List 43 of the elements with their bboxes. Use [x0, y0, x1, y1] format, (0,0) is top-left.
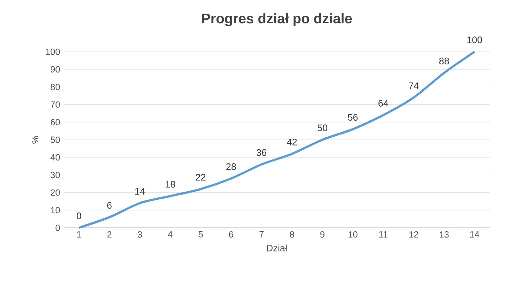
y-tick-label: 80	[50, 84, 60, 90]
y-tick-label: 30	[50, 172, 60, 178]
y-tick-label: 70	[50, 102, 60, 108]
x-tick-label: 13	[440, 232, 449, 238]
x-tick-label: 7	[260, 232, 264, 238]
y-tick-label: 40	[50, 154, 60, 161]
y-tick-label: 20	[50, 190, 60, 196]
y-tick-label: 60	[50, 119, 60, 126]
data-label: 14	[136, 188, 146, 195]
x-tick-label: 1	[77, 232, 82, 238]
x-tick-label: 3	[138, 232, 142, 238]
data-label: 6	[107, 202, 112, 209]
y-tick-label: 0	[56, 224, 60, 232]
x-axis-title: Dział	[267, 244, 288, 252]
x-tick-label: 2	[108, 232, 112, 238]
x-tick-label: 10	[348, 232, 358, 238]
data-label: 0	[76, 212, 82, 220]
x-tick-label: 14	[470, 232, 480, 238]
data-label: 56	[348, 114, 358, 121]
x-tick-label: 6	[229, 232, 234, 238]
data-label: 74	[409, 82, 419, 90]
x-tick-label: 12	[410, 232, 418, 238]
data-label: 36	[256, 149, 267, 156]
line-series	[78, 50, 476, 230]
y-tick-label: 90	[50, 66, 60, 73]
data-label: 88	[440, 58, 450, 65]
data-label: 64	[378, 100, 388, 107]
y-tick-label: 10	[51, 207, 60, 214]
x-tick-label: 8	[290, 232, 294, 238]
x-tick-label: 9	[320, 232, 325, 238]
x-tick-label: 11	[380, 232, 388, 238]
data-label: 100	[468, 36, 482, 44]
data-label: 28	[226, 164, 236, 170]
y-tick-label: 100	[46, 48, 60, 56]
data-label: 22	[196, 174, 206, 181]
x-tick-label: 5	[198, 232, 204, 238]
chart-title: Progres dział po dziale	[202, 13, 352, 26]
data-label: 50	[318, 124, 328, 132]
x-tick-label: 4	[168, 232, 173, 238]
y-axis-title: %	[32, 136, 39, 144]
data-label: 42	[287, 138, 298, 146]
y-tick-label: 50	[50, 136, 60, 144]
data-label: 18	[166, 181, 176, 188]
